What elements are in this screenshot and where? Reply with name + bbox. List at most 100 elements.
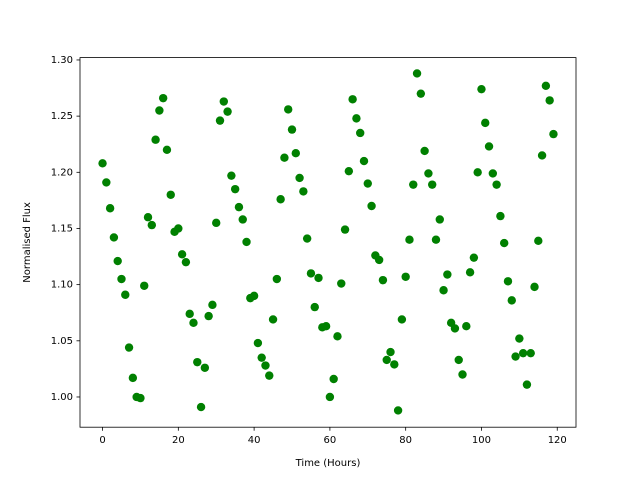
point — [265, 371, 274, 380]
point — [507, 296, 516, 305]
point — [105, 204, 115, 213]
point — [174, 224, 183, 233]
point — [268, 315, 278, 324]
point — [230, 184, 240, 194]
point — [212, 218, 221, 228]
point — [344, 166, 354, 176]
point — [177, 250, 187, 259]
point — [321, 322, 331, 331]
y-tick-label: 1.10 — [51, 280, 73, 291]
point — [295, 173, 304, 183]
point — [518, 348, 528, 358]
point — [401, 272, 410, 281]
y-tick-label: 1.00 — [51, 392, 73, 403]
point — [128, 373, 138, 383]
point — [515, 334, 524, 343]
point — [511, 352, 520, 361]
point — [215, 116, 225, 125]
point — [204, 311, 213, 321]
point — [359, 156, 369, 166]
point — [499, 238, 509, 248]
point — [227, 171, 236, 180]
point — [367, 201, 376, 211]
point — [158, 93, 168, 103]
x-tick-label: 100 — [472, 435, 491, 446]
point — [117, 274, 126, 284]
y-tick-label: 1.15 — [51, 223, 73, 234]
point — [435, 215, 444, 224]
point — [473, 168, 482, 177]
point — [337, 279, 346, 288]
point — [302, 234, 312, 243]
point — [291, 149, 300, 158]
point — [261, 361, 270, 370]
point — [382, 355, 391, 365]
point — [424, 169, 433, 178]
point — [234, 202, 244, 212]
point — [193, 357, 202, 367]
point — [397, 315, 407, 324]
point — [363, 179, 372, 188]
point — [325, 392, 335, 402]
point — [405, 235, 414, 244]
point — [545, 96, 554, 105]
point — [439, 286, 448, 295]
y-tick-label: 1.30 — [51, 55, 73, 66]
point — [420, 146, 429, 156]
point — [136, 393, 145, 403]
point — [522, 380, 532, 389]
point — [124, 343, 134, 352]
point — [113, 256, 122, 266]
point — [329, 374, 338, 384]
point — [284, 105, 293, 114]
point — [458, 370, 467, 379]
point — [200, 363, 210, 372]
point — [121, 290, 130, 299]
point — [409, 180, 418, 189]
x-tick-label: 120 — [548, 435, 567, 446]
point — [181, 257, 191, 267]
y-tick-label: 1.25 — [51, 111, 73, 122]
point — [469, 253, 479, 262]
point — [477, 84, 486, 94]
y-tick-label: 1.20 — [51, 167, 73, 178]
point — [162, 145, 172, 155]
x-tick-label: 40 — [248, 435, 261, 446]
point — [287, 125, 297, 134]
point — [333, 332, 342, 341]
point — [352, 114, 361, 123]
x-tick-label: 60 — [324, 435, 337, 446]
point — [390, 360, 399, 369]
point — [481, 118, 490, 128]
point — [98, 159, 107, 168]
x-axis-label: Time (Hours) — [295, 458, 361, 469]
point — [147, 220, 157, 230]
point — [340, 225, 350, 234]
point — [208, 300, 217, 310]
point — [185, 309, 194, 319]
point — [140, 281, 149, 290]
x-tick-label: 20 — [172, 435, 185, 446]
point — [416, 89, 426, 98]
y-axis-label: Normalised Flux — [22, 202, 33, 283]
point — [393, 406, 403, 415]
point — [306, 269, 316, 278]
point — [541, 81, 551, 90]
point — [257, 353, 266, 362]
point — [242, 237, 251, 247]
point — [151, 135, 160, 144]
point — [378, 275, 388, 285]
point — [484, 142, 494, 151]
point — [276, 195, 285, 204]
point — [443, 270, 452, 279]
point — [537, 151, 547, 160]
point — [549, 129, 558, 139]
point — [356, 128, 365, 138]
point — [503, 277, 513, 286]
point — [450, 324, 460, 333]
point — [428, 180, 437, 189]
point — [488, 169, 498, 178]
point — [386, 347, 395, 357]
point — [465, 268, 475, 277]
